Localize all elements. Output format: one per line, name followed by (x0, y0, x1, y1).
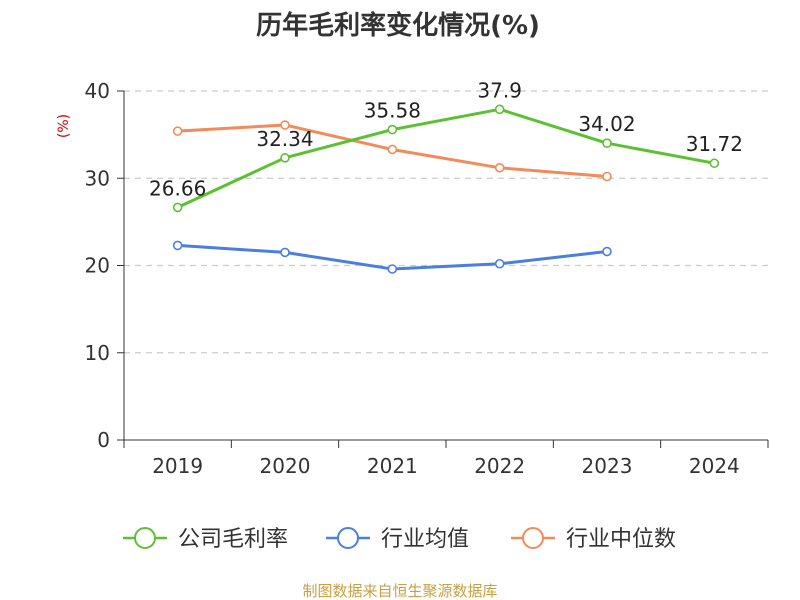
data-point[interactable] (494, 258, 505, 269)
y-tick-label: 40 (85, 79, 110, 103)
legend-marker (337, 527, 359, 549)
data-point[interactable] (387, 264, 398, 274)
x-tick-label: 2023 (582, 454, 633, 478)
legend-label: 公司毛利率 (178, 527, 288, 552)
legend-item[interactable]: 行业中位数 (511, 527, 676, 552)
x-tick-label: 2019 (152, 454, 203, 478)
grid-lines (124, 90, 768, 354)
y-tick-label: 10 (85, 341, 110, 365)
data-point[interactable] (602, 246, 612, 257)
legend-item[interactable]: 行业均值 (326, 527, 469, 552)
data-label: 37.9 (477, 78, 522, 102)
x-tick-label: 2020 (260, 454, 311, 478)
y-tick-label: 30 (85, 166, 110, 190)
data-point[interactable] (172, 202, 183, 213)
data-point[interactable] (387, 144, 398, 155)
x-tick-label: 2021 (367, 454, 418, 478)
data-point[interactable] (602, 171, 612, 182)
series-lines (172, 104, 720, 274)
y-tick-label: 0 (97, 428, 110, 452)
legend-marker (522, 527, 544, 549)
data-labels: 26.66 32.34 35.58 37.9 34.02 31.72 (149, 78, 743, 200)
data-label: 34.02 (578, 112, 635, 136)
legend-item[interactable]: 公司毛利率 (123, 527, 288, 552)
data-point[interactable] (494, 104, 505, 115)
chart-title: 历年毛利率变化情况(%) (256, 10, 540, 41)
data-point[interactable] (172, 126, 183, 136)
data-point[interactable] (172, 240, 183, 251)
legend-label: 行业中位数 (566, 527, 676, 552)
data-point[interactable] (280, 153, 290, 163)
y-tick-label: 20 (85, 254, 110, 278)
data-label: 31.72 (686, 132, 743, 156)
x-tick-label: 2024 (689, 454, 740, 478)
legend-label: 行业均值 (381, 527, 469, 552)
x-tick-label: 2022 (474, 454, 525, 478)
y-axis-label: (%) (56, 114, 72, 138)
data-label: 26.66 (149, 176, 206, 200)
source-note: 制图数据来自恒生聚源数据库 (302, 582, 497, 600)
data-point[interactable] (494, 162, 505, 173)
series-line-0 (177, 107, 715, 209)
legend[interactable]: 公司毛利率 行业均值 行业中位数 (123, 527, 676, 552)
data-point[interactable] (280, 120, 290, 130)
axes: 0 10 20 30 40 2019 2020 2021 2022 2023 2024 (85, 79, 769, 478)
data-point[interactable] (387, 124, 398, 135)
data-label: 35.58 (364, 99, 421, 123)
data-point[interactable] (280, 247, 290, 258)
legend-marker (134, 527, 156, 549)
data-label: 32.34 (256, 127, 313, 151)
data-point[interactable] (709, 158, 720, 169)
data-point[interactable] (602, 138, 612, 148)
